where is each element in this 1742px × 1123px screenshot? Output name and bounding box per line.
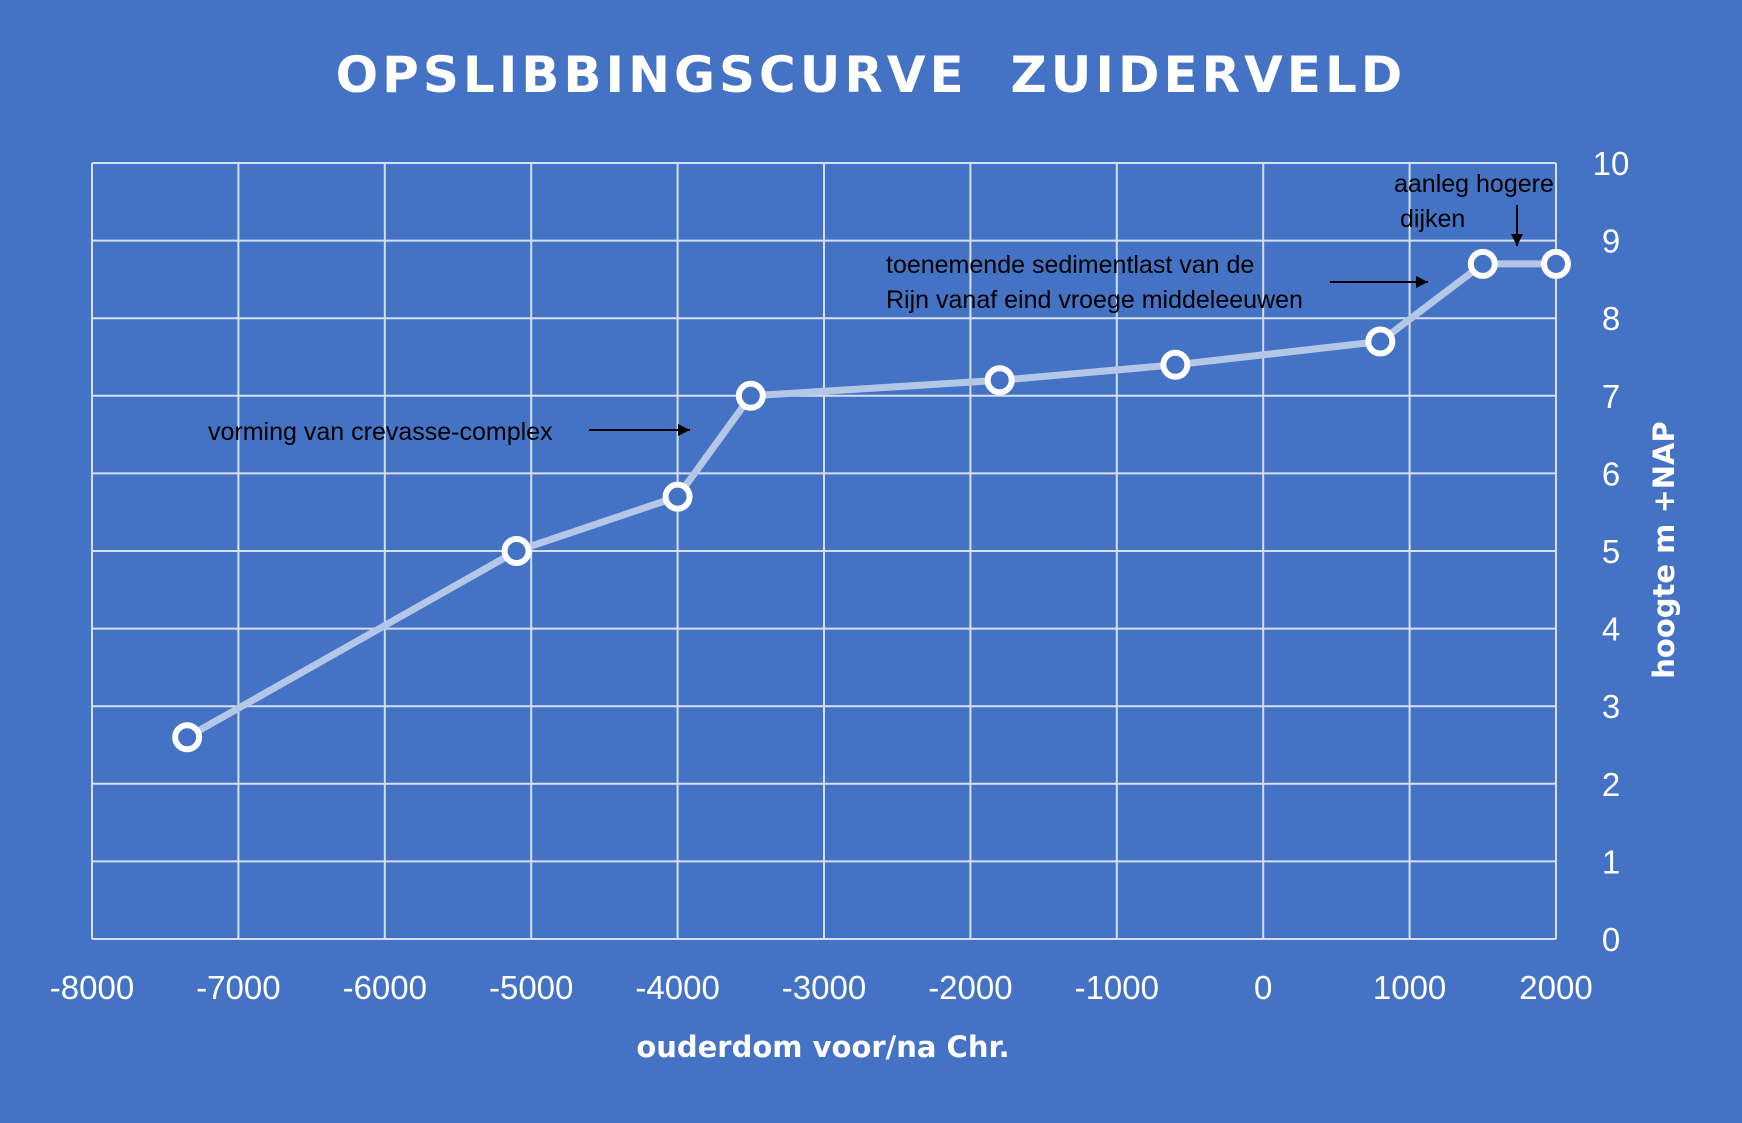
data-point xyxy=(1467,248,1498,279)
x-tick-label: -4000 xyxy=(635,969,719,1006)
annotation: aanleg hogere dijken xyxy=(1394,170,1554,246)
y-tick-label: 10 xyxy=(1593,145,1630,182)
y-tick-label: 4 xyxy=(1602,611,1620,648)
y-tick-label: 1 xyxy=(1602,843,1620,880)
series-line-layer xyxy=(183,260,1560,741)
y-axis-title: hoogte m +NAP xyxy=(1647,421,1681,678)
y-tick-label: 2 xyxy=(1602,766,1620,803)
annotation-text: vorming van crevasse-complex xyxy=(208,418,553,446)
x-tick-label: -6000 xyxy=(343,969,427,1006)
tick-labels: -8000 -7000 -6000 -5000 -4000 -3000 -2000 -1000… xyxy=(50,145,1630,1006)
chart-title: OPSLIBBINGSCURVE ZUIDERVELD xyxy=(336,46,1407,104)
annotation: toenemende sedimentlast van de Rijn vanaf… xyxy=(886,251,1428,314)
x-axis-title: ouderdom voor/na Chr. xyxy=(636,1030,1009,1064)
annotation-text: toenemende sedimentlast van de xyxy=(886,251,1254,279)
x-tick-label: 2000 xyxy=(1519,969,1592,1006)
data-point xyxy=(984,365,1015,396)
data-point xyxy=(501,536,532,566)
x-tick-label: -8000 xyxy=(50,969,134,1006)
y-tick-label: 9 xyxy=(1602,223,1620,260)
arrowhead-icon xyxy=(1511,234,1523,246)
y-tick-label: 3 xyxy=(1602,688,1620,725)
arrowhead-icon xyxy=(678,424,690,436)
marker-layer xyxy=(172,248,1571,753)
x-tick-label: -7000 xyxy=(196,969,280,1006)
x-tick-label: -3000 xyxy=(782,969,866,1006)
y-tick-label: 6 xyxy=(1602,455,1620,492)
x-tick-label: -1000 xyxy=(1075,969,1159,1006)
series-line xyxy=(183,260,1560,741)
annotation-text: dijken xyxy=(1400,205,1465,233)
data-point xyxy=(1541,248,1571,279)
data-point xyxy=(172,722,203,753)
y-tick-label: 5 xyxy=(1602,533,1620,570)
y-tick-label: 7 xyxy=(1602,378,1620,415)
annotation-text: aanleg hogere xyxy=(1394,170,1554,198)
x-tick-label: 1000 xyxy=(1373,969,1446,1006)
data-point xyxy=(1365,326,1396,357)
arrowhead-icon xyxy=(1416,276,1428,288)
x-tick-label: -5000 xyxy=(489,969,573,1006)
annotations: vorming van crevasse-complex toenemende s… xyxy=(208,170,1554,446)
data-point xyxy=(735,380,766,411)
annotation-text: Rijn vanaf eind vroege middeleeuwen xyxy=(886,286,1303,314)
grid xyxy=(91,162,1557,940)
annotation: vorming van crevasse-complex xyxy=(208,418,690,446)
x-tick-label: 0 xyxy=(1254,969,1272,1006)
x-tick-label: -2000 xyxy=(928,969,1012,1006)
data-point xyxy=(662,481,693,512)
y-tick-label: 8 xyxy=(1602,300,1620,337)
data-point xyxy=(1160,349,1191,380)
y-tick-label: 0 xyxy=(1602,921,1620,958)
